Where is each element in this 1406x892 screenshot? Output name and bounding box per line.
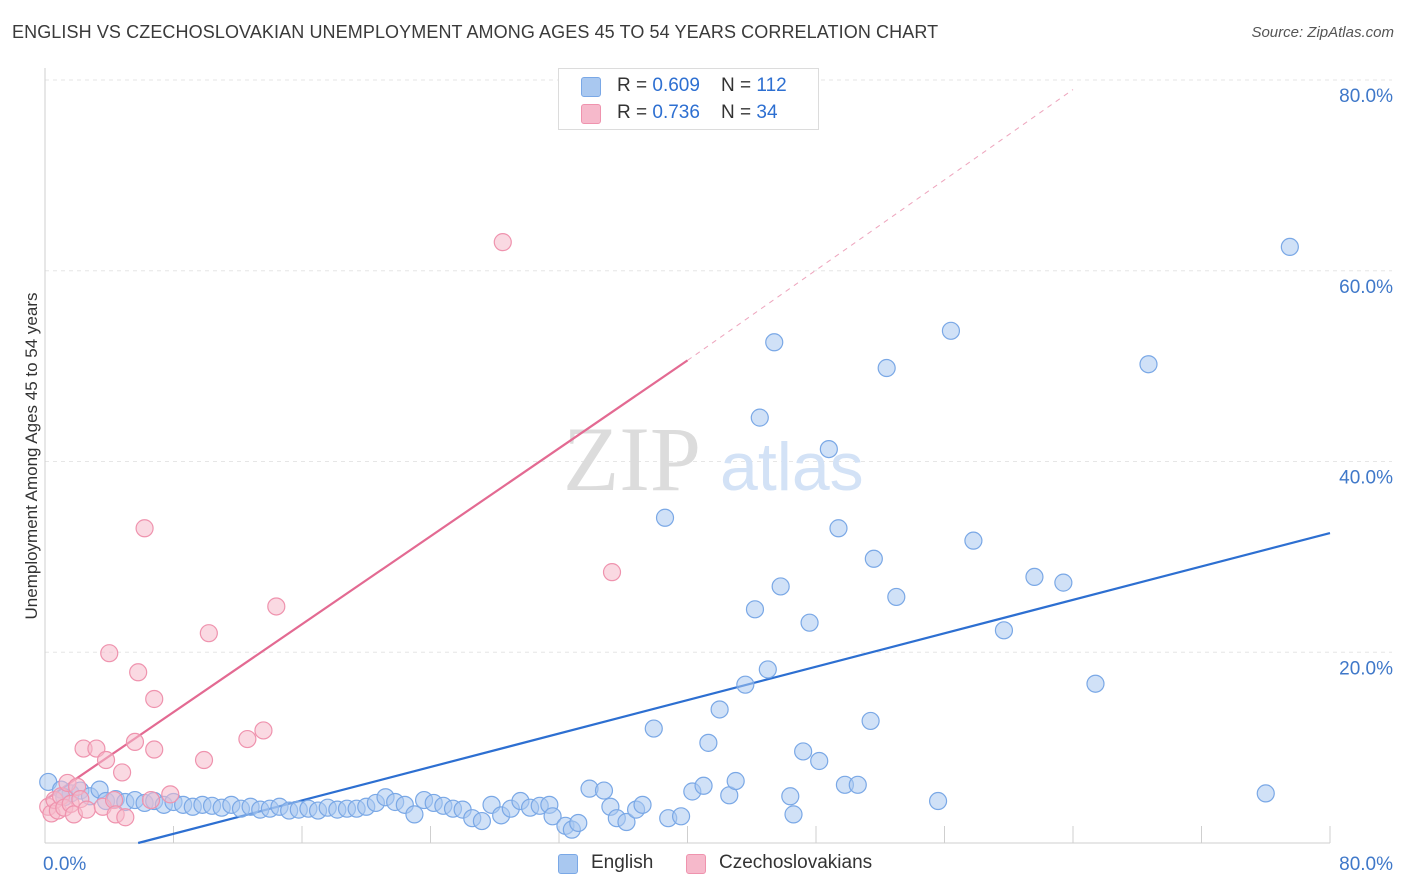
english-point (784, 805, 803, 824)
english-point (694, 776, 713, 795)
legend-n-label: N = (721, 102, 757, 123)
english-point (655, 508, 675, 527)
czechoslovakian-point (493, 233, 512, 252)
czechoslovakian-point (100, 644, 119, 663)
x-tick-label: 0.0% (43, 854, 86, 875)
english-point (819, 440, 838, 459)
series-swatch-czechoslovakians (686, 854, 706, 874)
series-swatch-english (558, 854, 578, 874)
correlation-legend: R = 0.609 N = 112 R = 0.736 N = 34 (558, 68, 819, 130)
english-point (736, 675, 755, 694)
english-point (765, 333, 784, 352)
czechoslovakian-point (602, 563, 622, 582)
czechoslovakian-point (238, 729, 257, 749)
english-point (671, 807, 691, 826)
english-point (781, 787, 800, 806)
english-point (1139, 355, 1158, 374)
english-point (699, 733, 718, 752)
chart-title: ENGLISH VS CZECHOSLOVAKIAN UNEMPLOYMENT … (12, 22, 939, 42)
english-point (1025, 567, 1044, 587)
legend-n-value: 34 (756, 102, 778, 123)
czechoslovakian-point (96, 750, 116, 770)
legend-r-value: 0.736 (652, 102, 700, 123)
legend-swatch-czechoslovakians (581, 104, 601, 124)
english-point (1256, 784, 1275, 803)
english-point (861, 711, 880, 731)
data-points (39, 233, 1299, 839)
czechoslovakian-point (129, 663, 148, 682)
czechoslovakian-point (267, 597, 286, 616)
tick-labels: 20.0% 40.0% 60.0% 80.0% 0.0% 80.0% (43, 86, 1393, 875)
y-tick-label: 20.0% (1339, 658, 1393, 679)
legend-swatch-english (581, 77, 601, 97)
czechoslovakian-point (112, 763, 132, 782)
english-point (543, 807, 562, 826)
english-point (864, 549, 883, 568)
x-tick-label: 80.0% (1339, 854, 1393, 875)
czechoslovakian-point (194, 750, 214, 770)
english-point (617, 812, 636, 832)
english-point (810, 751, 829, 771)
english-point (1086, 674, 1105, 693)
english-point (710, 700, 729, 719)
czechoslovakian-trend-line (44, 359, 689, 801)
czechoslovakian-point (116, 808, 135, 827)
english-point (1054, 573, 1073, 592)
english-point (941, 321, 961, 340)
legend-r-value: 0.609 (652, 75, 700, 96)
y-tick-label: 40.0% (1339, 468, 1393, 489)
english-point (887, 587, 906, 607)
czechoslovakian-point (161, 785, 180, 804)
english-point (644, 719, 663, 738)
english-point (848, 775, 867, 794)
chart-source: Source: ZipAtlas.com (1251, 24, 1394, 41)
english-point (472, 811, 491, 831)
legend-r-label: R = (617, 75, 653, 96)
english-point (964, 531, 983, 550)
series-label-english: English (591, 852, 654, 873)
english-point (750, 408, 769, 427)
czechoslovakian-point (135, 519, 154, 538)
english-point (758, 660, 777, 679)
english-point (928, 791, 948, 811)
watermark-zip: ZIP (563, 408, 701, 510)
english-point (745, 600, 765, 619)
y-tick-label: 80.0% (1339, 86, 1393, 107)
czechoslovakian-point (77, 800, 96, 819)
english-point (1280, 237, 1299, 257)
legend-r-label: R = (617, 102, 653, 123)
gridlines (45, 79, 1392, 653)
english-point (594, 781, 614, 800)
czechoslovakian-point (141, 790, 161, 810)
series-label-czechoslovakians: Czechoslovakians (719, 852, 873, 873)
english-point (794, 742, 813, 761)
english-point (800, 613, 819, 632)
y-tick-label: 60.0% (1339, 277, 1393, 298)
czechoslovakian-point (125, 732, 145, 752)
english-point (829, 519, 848, 538)
y-axis-label: Unemployment Among Ages 45 to 54 years (22, 293, 41, 620)
czechoslovakian-point (199, 624, 218, 643)
watermark: ZIP atlas (563, 408, 864, 510)
legend-n-value: 112 (756, 75, 787, 96)
czechoslovakian-point (254, 721, 273, 740)
czechoslovakian-trend-extension (687, 89, 1074, 361)
english-point (877, 358, 896, 378)
english-point (633, 795, 652, 814)
series-legend: English Czechoslovakians (0, 851, 1406, 879)
czechoslovakian-point (145, 740, 164, 759)
watermark-atlas: atlas (720, 429, 864, 505)
trend-lines (44, 89, 1331, 845)
english-point (569, 813, 588, 833)
english-point (726, 771, 745, 791)
english-trend-line (137, 531, 1331, 845)
czechoslovakian-point (145, 689, 164, 709)
english-point (771, 577, 790, 596)
english-point (405, 805, 424, 824)
english-point (994, 621, 1014, 640)
legend-n-label: N = (721, 75, 757, 96)
